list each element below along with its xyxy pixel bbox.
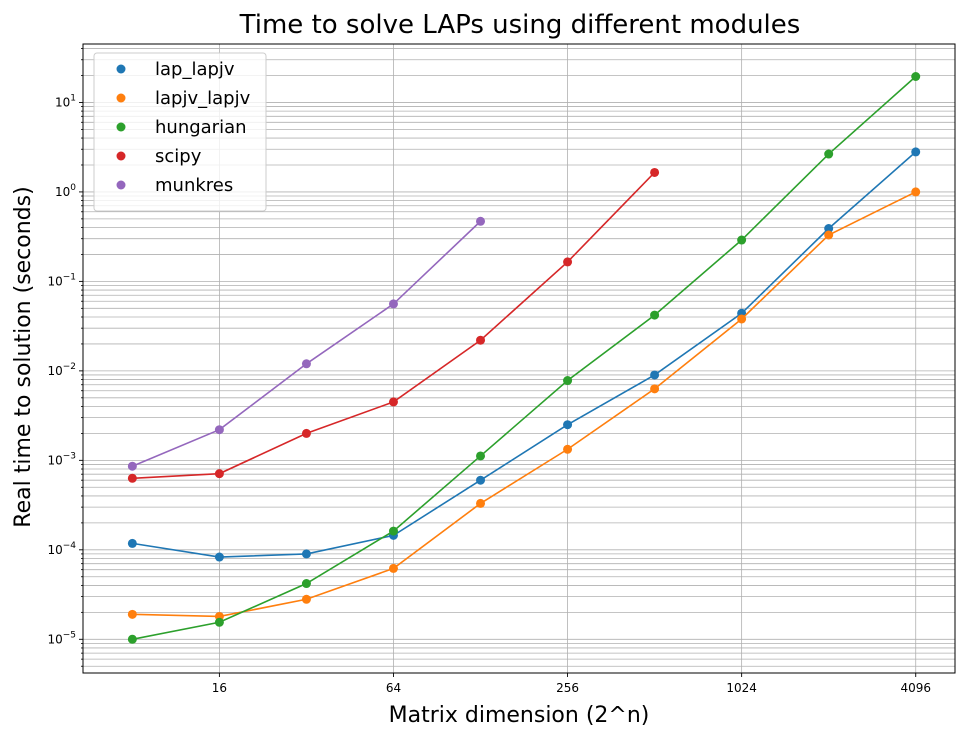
x-tick-label: 4096 <box>900 681 931 695</box>
data-point-lapjv_lapjv <box>127 609 137 619</box>
data-point-lapjv_lapjv <box>824 230 834 240</box>
y-tick-label: 10−5 <box>47 630 76 646</box>
data-point-lapjv_lapjv <box>650 384 660 394</box>
data-point-lapjv_lapjv <box>737 314 747 324</box>
data-point-lap_lapjv <box>127 538 137 548</box>
y-tick-label: 10−2 <box>47 362 76 378</box>
y-axis: 10−5 10−4 10−3 10−2 10−1 100 101 <box>47 48 83 667</box>
data-point-scipy <box>127 473 137 483</box>
series-lap_lapjv <box>127 147 921 562</box>
data-point-munkres <box>301 359 311 369</box>
x-tick-label: 1024 <box>726 681 757 695</box>
plot-frame <box>82 43 956 674</box>
y-tick-label: 100 <box>55 183 76 199</box>
data-point-hungarian <box>911 71 921 81</box>
data-point-lap_lapjv <box>214 552 224 562</box>
legend-marker <box>116 122 126 132</box>
data-point-lap_lapjv <box>911 147 921 157</box>
series-layer <box>127 71 921 644</box>
legend-marker <box>116 93 126 103</box>
data-point-scipy <box>214 469 224 479</box>
legend-item-scipy: scipy <box>116 146 202 167</box>
legend-label: munkres <box>155 175 233 196</box>
data-point-munkres <box>476 216 486 226</box>
data-point-lap_lapjv <box>824 224 834 234</box>
chart-title: Time to solve LAPs using different modul… <box>239 10 801 40</box>
series-hungarian <box>127 71 921 644</box>
x-axis: 16 64 256 1024 4096 <box>212 673 931 695</box>
data-point-hungarian <box>301 579 311 589</box>
legend-item-lapjv_lapjv: lapjv_lapjv <box>116 88 251 109</box>
data-point-scipy <box>388 397 398 407</box>
data-point-hungarian <box>388 526 398 536</box>
x-tick-label: 256 <box>556 681 579 695</box>
data-point-lapjv_lapjv <box>301 594 311 604</box>
data-point-scipy <box>563 257 573 267</box>
data-point-scipy <box>301 428 311 438</box>
data-point-munkres <box>127 461 137 471</box>
legend-marker <box>116 180 126 190</box>
series-lapjv_lapjv <box>127 187 921 621</box>
data-point-munkres <box>388 299 398 309</box>
legend-item-munkres: munkres <box>116 175 233 196</box>
series-scipy <box>127 167 660 483</box>
series-line-lapjv_lapjv <box>132 191 917 618</box>
legend: lap_lapjv lapjv_lapjv hungarian scipy munkre… <box>93 52 267 212</box>
y-tick-label: 10−4 <box>47 541 76 557</box>
data-point-lap_lapjv <box>476 475 486 485</box>
legend-item-lap_lapjv: lap_lapjv <box>116 59 235 80</box>
data-point-hungarian <box>476 451 486 461</box>
y-tick-label: 10−3 <box>47 451 76 467</box>
series-line-lap_lapjv <box>132 151 917 558</box>
x-tick-label: 64 <box>386 681 401 695</box>
y-tick-label: 10−1 <box>47 272 76 288</box>
legend-label: hungarian <box>155 117 247 138</box>
data-point-lap_lapjv <box>563 420 573 430</box>
data-point-lapjv_lapjv <box>563 444 573 454</box>
data-point-lapjv_lapjv <box>476 498 486 508</box>
data-point-lap_lapjv <box>301 549 311 559</box>
data-point-lap_lapjv <box>650 370 660 380</box>
x-tick-label: 16 <box>212 681 227 695</box>
series-munkres <box>127 216 486 471</box>
y-tick-label: 101 <box>55 93 76 109</box>
legend-item-hungarian: hungarian <box>116 117 247 138</box>
series-line-hungarian <box>132 75 917 641</box>
x-axis-label: Matrix dimension (2^n) <box>389 703 650 728</box>
legend-marker <box>116 64 126 74</box>
data-point-munkres <box>214 425 224 435</box>
legend-marker <box>116 151 126 161</box>
data-point-lapjv_lapjv <box>911 187 921 197</box>
data-point-hungarian <box>824 149 834 159</box>
data-point-scipy <box>650 167 660 177</box>
legend-label: lap_lapjv <box>155 59 235 80</box>
legend-label: scipy <box>155 146 202 167</box>
data-point-lapjv_lapjv <box>388 563 398 573</box>
minor-grid <box>83 48 955 667</box>
data-point-hungarian <box>563 376 573 386</box>
data-point-scipy <box>476 335 486 345</box>
data-point-hungarian <box>214 617 224 627</box>
data-point-hungarian <box>737 235 747 245</box>
legend-label: lapjv_lapjv <box>155 88 251 109</box>
legend-box <box>93 52 267 212</box>
data-point-hungarian <box>650 310 660 320</box>
y-axis-label: Real time to solution (seconds) <box>11 186 36 527</box>
data-point-hungarian <box>127 634 137 644</box>
